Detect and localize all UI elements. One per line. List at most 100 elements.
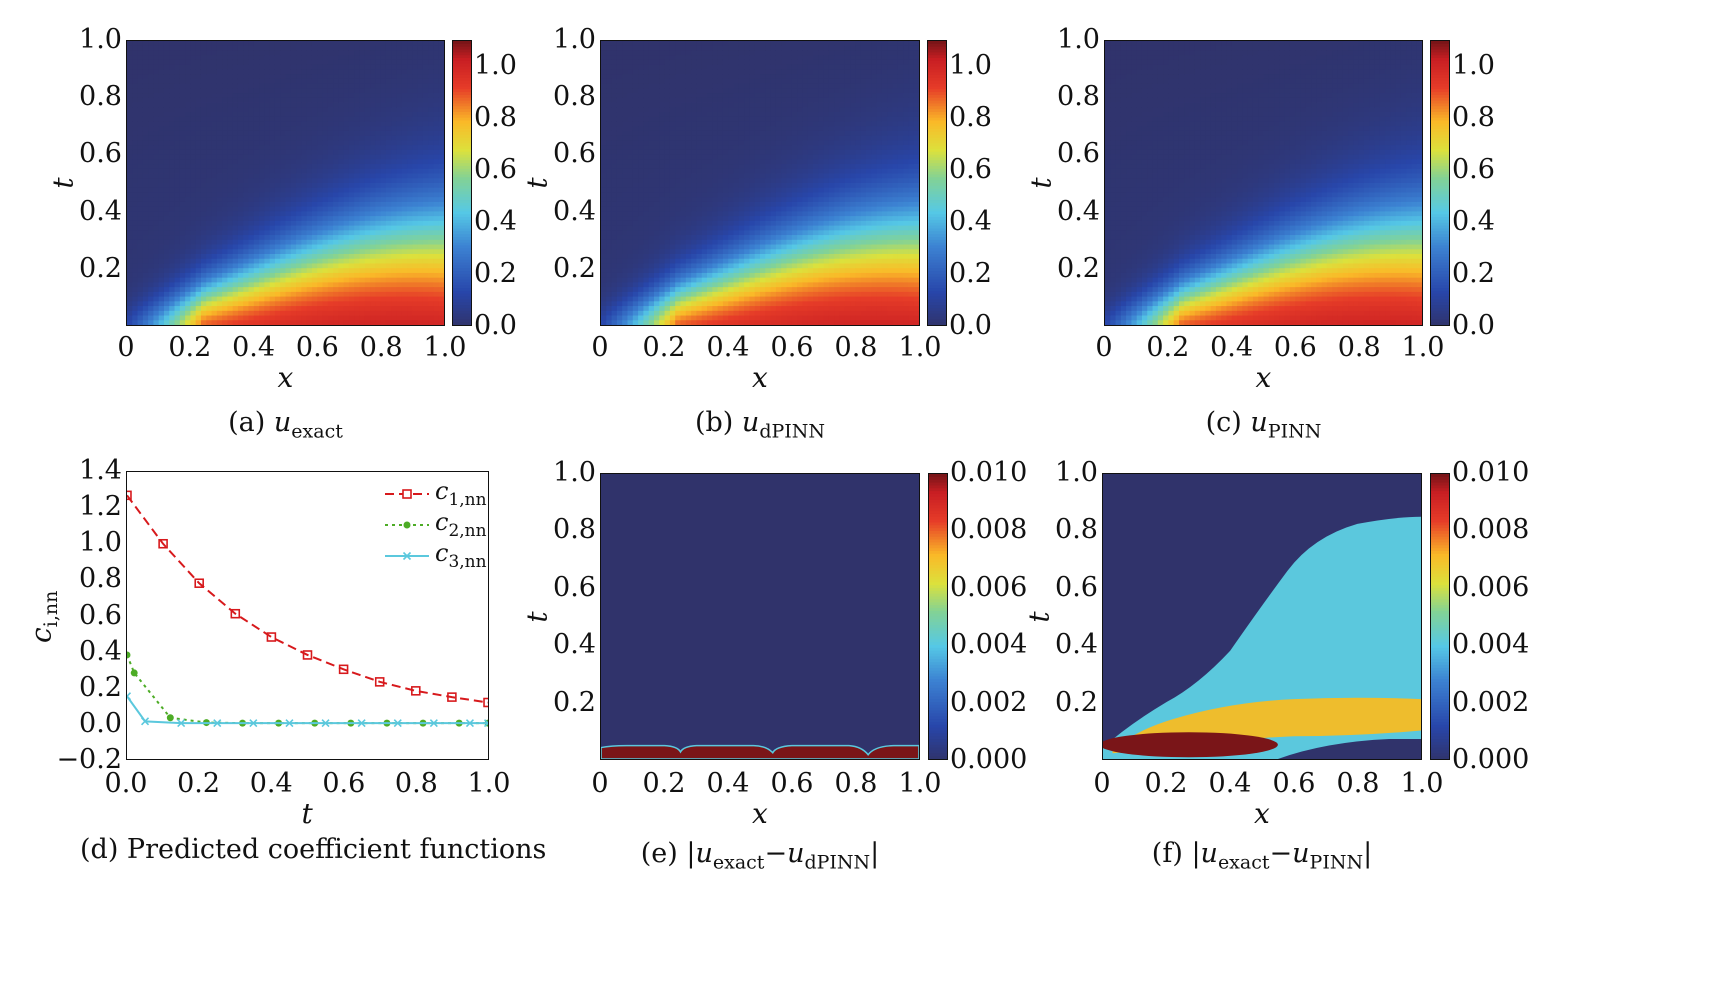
heatmap-cell — [311, 50, 318, 56]
heatmap-cell — [407, 116, 413, 122]
heatmap-cell — [354, 74, 360, 80]
heatmap-cell — [132, 164, 139, 170]
heatmap-cell — [691, 254, 697, 260]
heatmap-cell — [648, 183, 655, 189]
heatmap-cell — [153, 173, 160, 179]
heatmap-cell — [701, 254, 708, 260]
heatmap-cell — [301, 145, 308, 151]
heatmap-cell — [611, 220, 618, 227]
heatmap-cell — [412, 55, 419, 61]
heatmap-cell — [153, 192, 160, 198]
heatmap-cell — [148, 130, 154, 137]
heatmap-cell — [174, 183, 181, 189]
heatmap-cell — [712, 301, 719, 307]
heatmap-cell — [707, 116, 713, 122]
heatmap-cell — [132, 320, 139, 325]
heatmap-cell — [216, 187, 223, 193]
heatmap-cell — [611, 164, 618, 170]
heatmap-cell — [664, 268, 671, 274]
heatmap-cell — [285, 220, 292, 227]
heatmap-cell — [264, 126, 271, 132]
heatmap-cell — [248, 154, 255, 160]
heatmap-cell — [354, 220, 360, 227]
heatmap-cell — [701, 50, 708, 56]
heatmap-cell — [648, 187, 655, 193]
heatmap-cell — [696, 258, 703, 264]
heatmap-cell — [296, 263, 302, 269]
heatmap-cell — [222, 315, 228, 321]
heatmap-cell — [237, 258, 244, 264]
heatmap-cell — [691, 50, 697, 56]
heatmap-cell — [163, 249, 170, 255]
heatmap-cell — [280, 69, 286, 75]
heatmap-cell — [438, 220, 444, 227]
heatmap-cell — [211, 277, 218, 283]
heatmap-cell — [253, 192, 260, 198]
heatmap-cell — [622, 121, 628, 127]
heatmap-cell — [638, 178, 644, 184]
heatmap-cell — [290, 93, 297, 99]
heatmap-cell — [385, 102, 392, 108]
heatmap-cell — [290, 296, 297, 302]
heatmap-cell — [422, 192, 429, 198]
heatmap-cell — [348, 296, 355, 302]
heatmap-cell — [248, 159, 255, 165]
heatmap-cell — [280, 230, 286, 236]
heatmap-cell — [174, 64, 181, 70]
heatmap-cell — [370, 216, 376, 222]
heatmap-cell — [643, 216, 650, 222]
heatmap-cell — [401, 239, 408, 245]
heatmap-cell — [333, 121, 339, 127]
heatmap-cell — [127, 277, 133, 283]
heatmap-cell — [696, 154, 703, 160]
heatmap-cell — [222, 164, 228, 170]
heatmap-cell — [169, 45, 176, 51]
heatmap-cell — [317, 291, 323, 298]
heatmap-cell — [211, 239, 218, 245]
heatmap-cell — [691, 301, 697, 307]
heatmap-cell — [317, 140, 323, 146]
heatmap-cell — [385, 272, 392, 279]
heatmap-cell — [685, 164, 692, 170]
heatmap-cell — [391, 287, 397, 293]
heatmap-cell — [148, 149, 154, 156]
heatmap-cell — [290, 121, 297, 127]
heatmap-cell — [274, 306, 281, 312]
heatmap-cell — [375, 263, 382, 269]
heatmap-cell — [237, 277, 244, 283]
heatmap-cell — [396, 282, 403, 288]
heatmap-cell — [195, 130, 202, 137]
heatmap-cell — [385, 244, 392, 250]
heatmap-cell — [232, 268, 239, 274]
heatmap-cell — [169, 310, 176, 316]
heatmap-cell — [127, 225, 133, 231]
heatmap-cell — [664, 107, 671, 113]
heatmap-cell — [132, 296, 139, 302]
heatmap-cell — [206, 197, 213, 203]
heatmap-cell — [606, 220, 613, 227]
heatmap-cell — [227, 154, 234, 160]
heatmap-cell — [243, 78, 249, 85]
heatmap-cell — [616, 45, 623, 51]
heatmap-cell — [385, 301, 392, 307]
heatmap-cell — [216, 83, 223, 89]
heatmap-cell — [195, 173, 202, 179]
heatmap-cell — [611, 135, 618, 141]
heatmap-cell — [428, 69, 434, 75]
heatmap-cell — [290, 135, 297, 141]
heatmap-cell — [680, 244, 687, 250]
heatmap-cell — [701, 296, 708, 302]
heatmap-cell — [638, 149, 644, 156]
heatmap-cell — [375, 93, 382, 99]
heatmap-cell — [654, 135, 660, 141]
heatmap-cell — [359, 220, 366, 227]
heatmap-cell — [606, 78, 613, 85]
heatmap-cell — [401, 268, 408, 274]
heatmap-cell — [380, 287, 387, 293]
heatmap-cell — [438, 315, 444, 321]
heatmap-cell — [179, 107, 186, 113]
heatmap-cell — [669, 216, 676, 222]
heatmap-cell — [206, 116, 213, 122]
heatmap-cell — [317, 55, 323, 61]
heatmap-cell — [643, 121, 650, 127]
